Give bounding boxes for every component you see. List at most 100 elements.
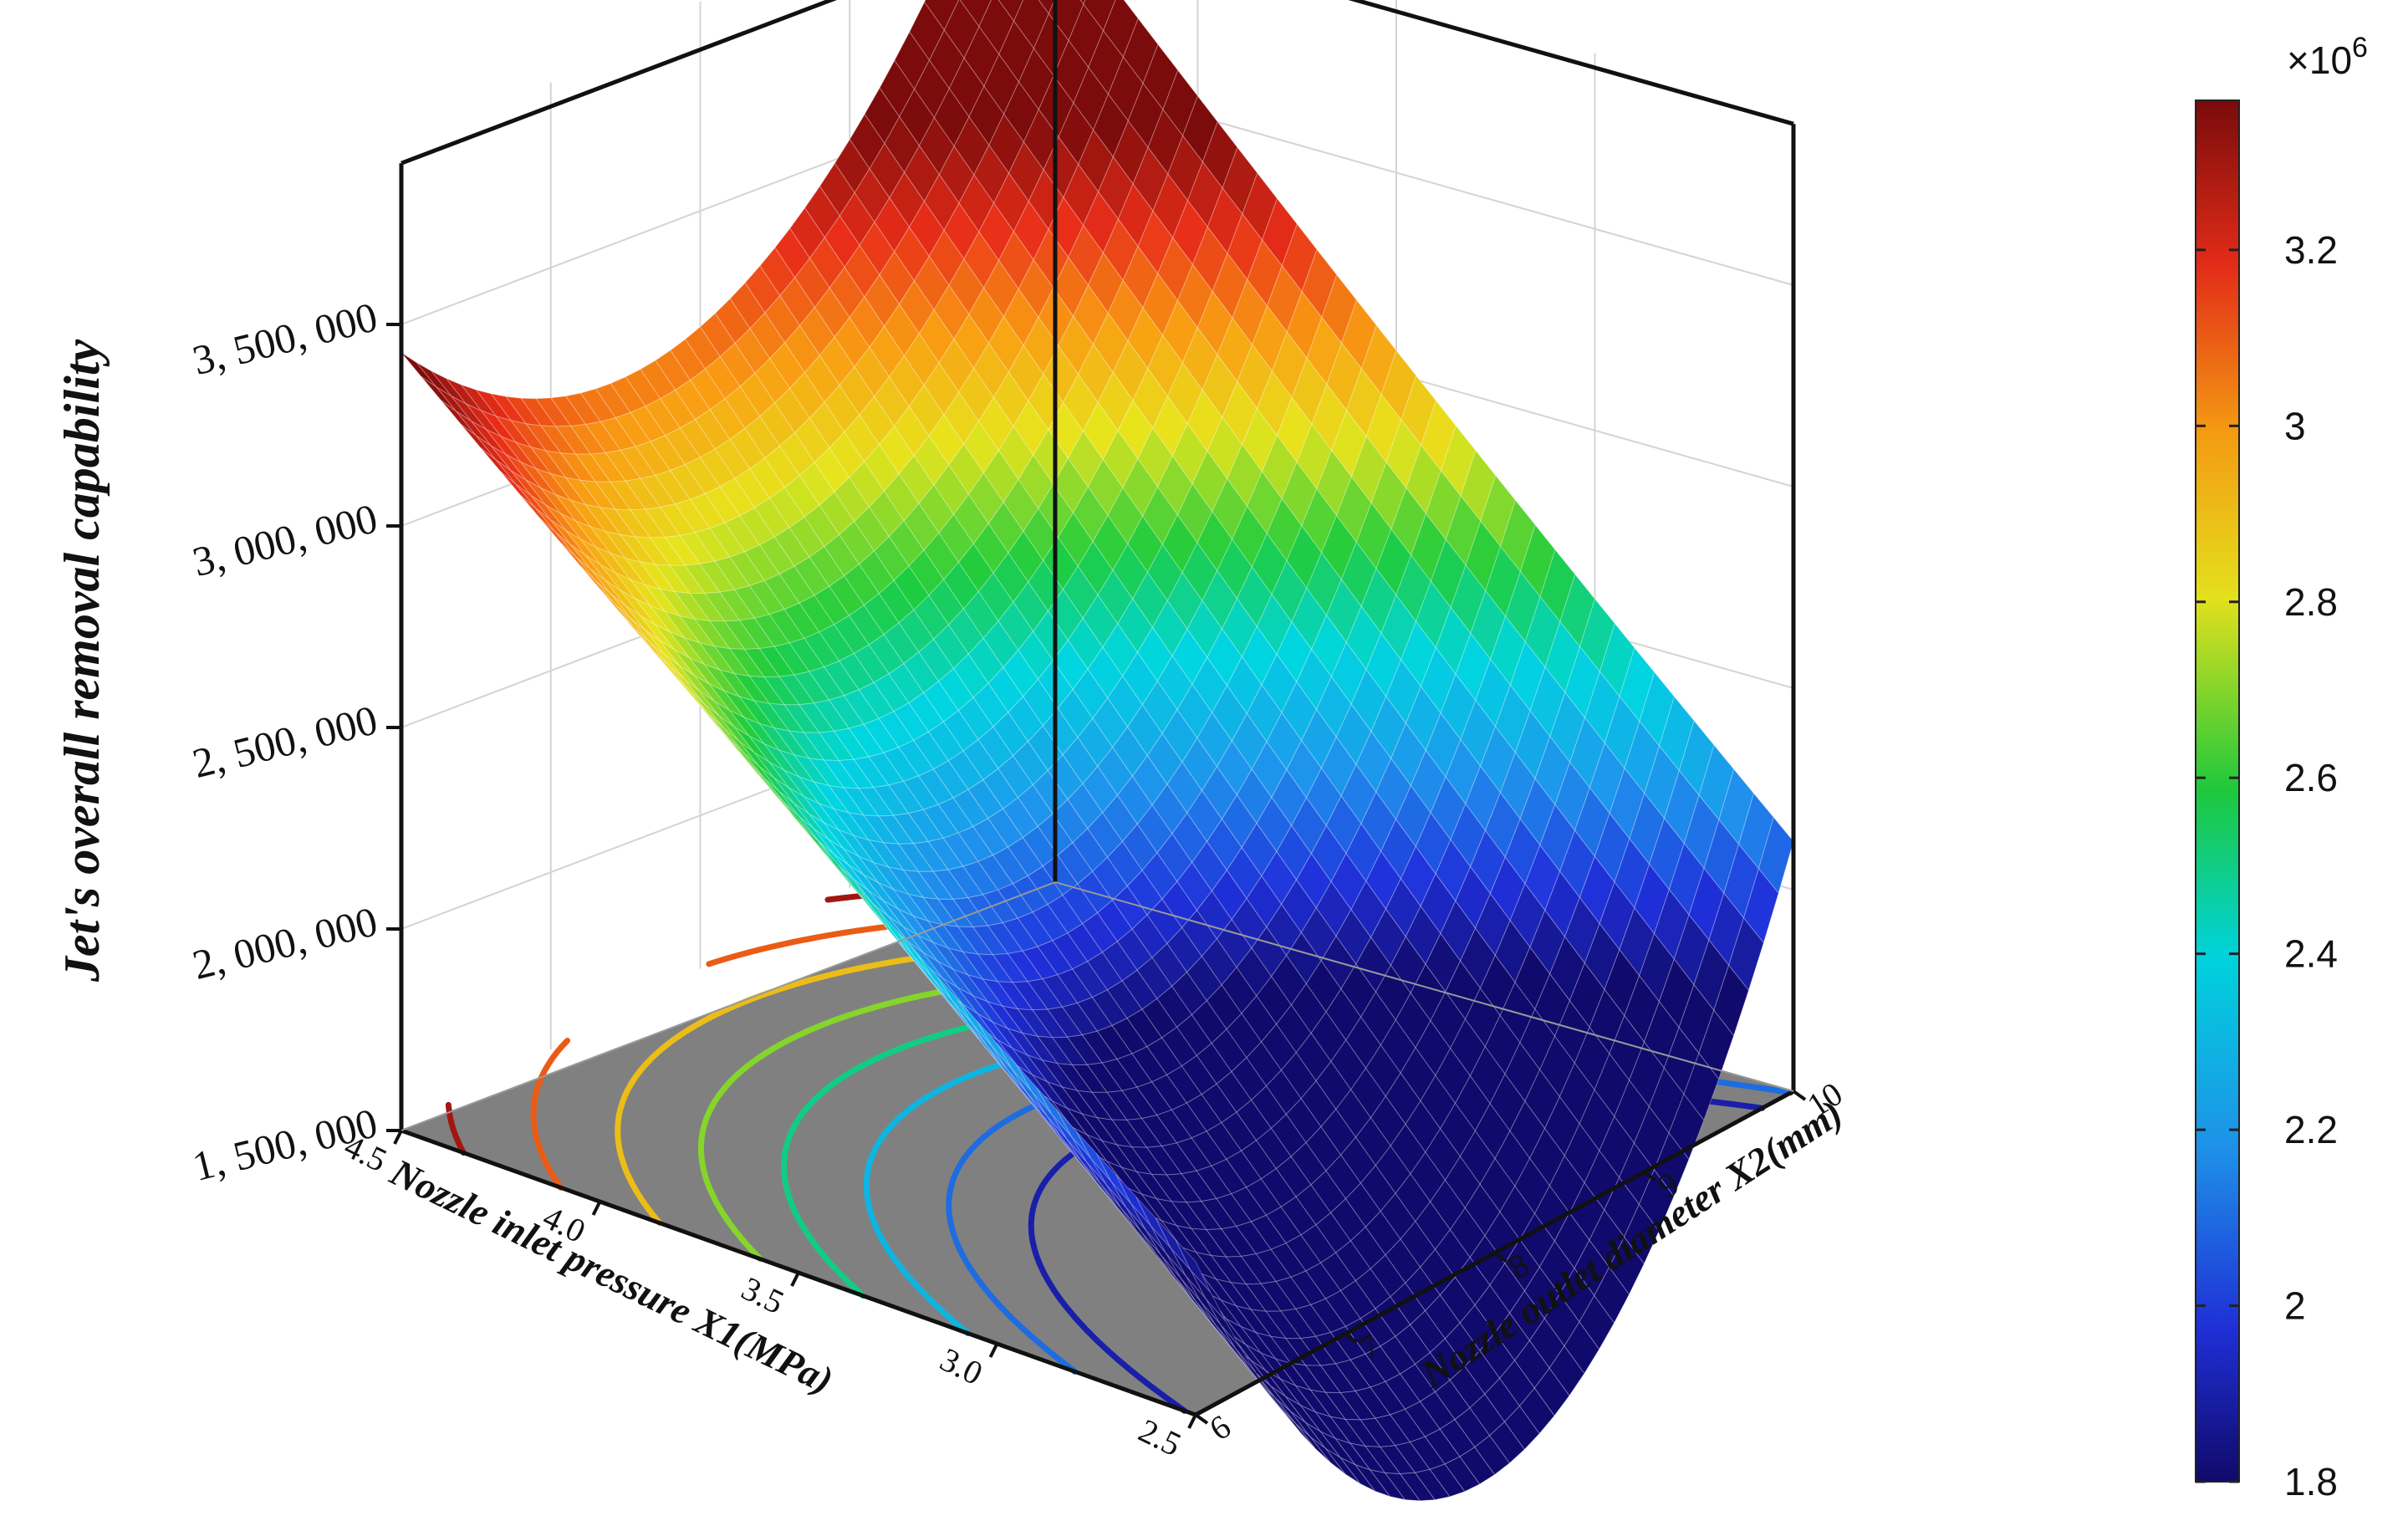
- surface-cell: [1518, 1387, 1555, 1435]
- surface-cell: [1076, 997, 1113, 1032]
- surface-cell: [1658, 958, 1695, 1028]
- surface-cell: [928, 229, 965, 287]
- surface-cell: [937, 797, 974, 834]
- surface-cell: [947, 750, 984, 790]
- surface-cell: [1554, 761, 1590, 832]
- surface-cell: [1146, 544, 1183, 602]
- surface-cell: [1294, 1422, 1331, 1463]
- surface-cell: [1286, 524, 1323, 590]
- surface-cell: [1325, 579, 1362, 644]
- surface-cell: [515, 483, 551, 520]
- frame-edge: [1348, 0, 1794, 126]
- surface-cell: [738, 617, 775, 650]
- surface-cell: [1096, 1024, 1133, 1060]
- surface-cell: [957, 697, 994, 741]
- surface-cell: [1653, 888, 1690, 961]
- surface-cell: [1489, 1263, 1526, 1314]
- surface-cell: [699, 560, 736, 593]
- surface-cell: [569, 424, 607, 455]
- surface-cell: [669, 463, 706, 500]
- surface-cell: [1533, 1367, 1570, 1416]
- surface-cell: [752, 700, 790, 732]
- surface-cell: [1097, 746, 1134, 796]
- surface-cell: [1305, 960, 1342, 1013]
- surface-cell: [1255, 1372, 1291, 1412]
- surface-cell: [883, 473, 920, 522]
- surface-cell: [1161, 513, 1198, 574]
- surface-cell: [1528, 1318, 1565, 1370]
- surface-cell: [540, 487, 576, 522]
- surface-cell: [1195, 1252, 1232, 1284]
- surface-cell: [1246, 683, 1283, 743]
- surface-cell: [509, 420, 547, 452]
- surface-cell: [1012, 875, 1048, 913]
- surface-cell: [1459, 1304, 1496, 1352]
- surface-cell: [918, 309, 955, 364]
- surface-cell: [1079, 0, 1086, 6]
- surface-cell: [953, 313, 990, 370]
- surface-cell: [798, 595, 835, 633]
- surface-cell: [948, 57, 985, 118]
- surface-cell: [1008, 530, 1044, 583]
- surface-cell: [1065, 1107, 1104, 1142]
- surface-cell: [768, 761, 804, 797]
- x-tick-mark: [790, 1272, 800, 1287]
- colorbar-tick-label: 2.6: [2284, 756, 2338, 799]
- surface-cell: [849, 461, 885, 508]
- surface-cell: [992, 846, 1029, 885]
- surface-cell: [1579, 1089, 1615, 1152]
- surface-cell: [1137, 210, 1174, 275]
- surface-cell: [848, 723, 885, 758]
- surface-cell: [1227, 443, 1263, 508]
- colorbar: 1.8 2 2.2 2.4 2.6 2.8 3 3.2 ×106: [2195, 32, 2368, 1503]
- colorbar-tick-label: 3.2: [2284, 228, 2338, 272]
- surface-cell: [1038, 0, 1055, 15]
- surface-cell: [1320, 1108, 1357, 1156]
- surface-cell: [1232, 278, 1268, 346]
- surface-cell: [1127, 307, 1164, 370]
- surface-cell: [510, 470, 546, 506]
- surface-cell: [1222, 146, 1258, 215]
- surface-cell: [1265, 1206, 1302, 1244]
- surface-cell: [1122, 18, 1159, 84]
- surface-cell: [1156, 1109, 1192, 1144]
- surface-cell: [943, 391, 980, 445]
- surface-cell: [1589, 1208, 1625, 1268]
- surface-cell: [1300, 1405, 1336, 1439]
- surface-cell: [739, 372, 776, 417]
- surface-cell: [654, 624, 691, 659]
- colorbar-tick-label: 3: [2284, 404, 2306, 447]
- surface-cell: [1107, 56, 1144, 122]
- surface-cell: [718, 669, 756, 702]
- surface-cell: [1092, 312, 1129, 374]
- surface-cell: [943, 0, 980, 59]
- surface-cell: [640, 360, 676, 400]
- surface-cell: [694, 528, 731, 562]
- surface-cell: [1638, 1168, 1675, 1233]
- surface-cell: [793, 556, 830, 596]
- surface-cell: [868, 634, 905, 675]
- surface-cell: [729, 282, 766, 329]
- surface-cell: [1385, 1373, 1421, 1410]
- surface-cell: [689, 690, 725, 729]
- surface-cell: [1479, 1332, 1516, 1380]
- surface-cell: [758, 722, 795, 756]
- surface-cell: [689, 592, 726, 622]
- surface-cell: [1324, 1289, 1361, 1328]
- surface-cell: [1242, 171, 1278, 241]
- surface-cell: [729, 427, 766, 470]
- surface-cell: [1016, 1064, 1053, 1115]
- surface-cell: [987, 501, 1024, 554]
- surface-cell: [1345, 1016, 1382, 1069]
- surface-cell: [480, 447, 516, 485]
- surface-cell: [599, 564, 635, 600]
- surface-cell: [1335, 476, 1372, 544]
- surface-cell: [814, 447, 850, 493]
- surface-cell: [859, 221, 895, 276]
- surface-cell: [1190, 1269, 1227, 1322]
- surface-cell: [1365, 632, 1402, 697]
- surface-cell: [798, 776, 835, 810]
- surface-cell: [1400, 1220, 1436, 1268]
- response-surface: [400, 0, 1794, 1502]
- surface-cell: [1314, 1411, 1352, 1445]
